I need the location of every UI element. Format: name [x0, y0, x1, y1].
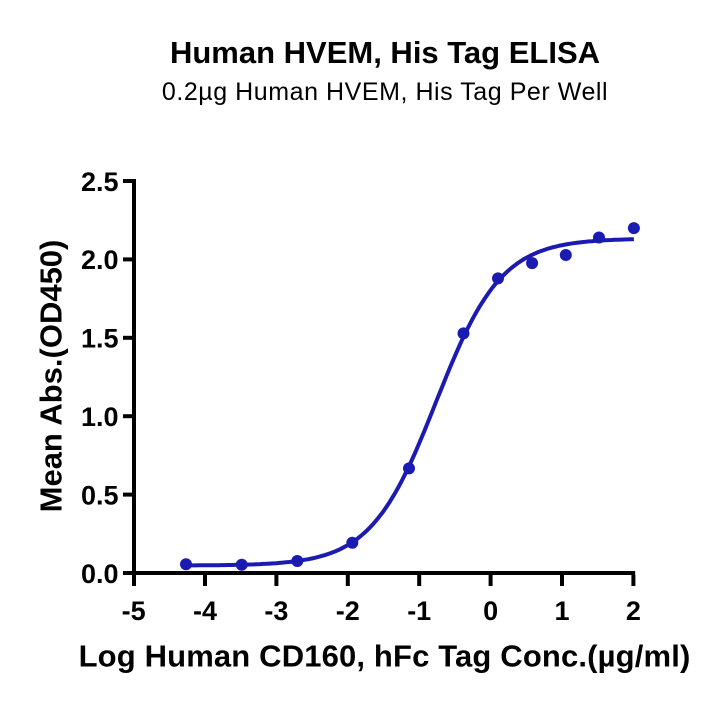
svg-text:2: 2: [626, 596, 641, 626]
svg-text:Log Human CD160, hFc Tag Conc.: Log Human CD160, hFc Tag Conc.(µg/ml): [79, 639, 691, 674]
svg-text:2.0: 2.0: [81, 245, 119, 275]
svg-text:-5: -5: [122, 596, 146, 626]
svg-text:0.5: 0.5: [81, 480, 119, 510]
svg-text:0: 0: [483, 596, 498, 626]
svg-text:-3: -3: [264, 596, 288, 626]
svg-text:-4: -4: [193, 596, 217, 626]
svg-text:1: 1: [554, 596, 569, 626]
svg-text:2.5: 2.5: [81, 167, 119, 197]
svg-text:1.0: 1.0: [81, 402, 119, 432]
svg-text:1.5: 1.5: [81, 324, 119, 354]
svg-text:0.2µg Human HVEM, His Tag Per: 0.2µg Human HVEM, His Tag Per Well: [162, 78, 608, 106]
svg-text:-2: -2: [336, 596, 360, 626]
svg-text:0.0: 0.0: [81, 559, 119, 589]
svg-text:Human HVEM, His Tag ELISA: Human HVEM, His Tag ELISA: [170, 35, 600, 70]
svg-text:-1: -1: [407, 596, 431, 626]
svg-text:Mean Abs.(OD450): Mean Abs.(OD450): [34, 240, 69, 513]
